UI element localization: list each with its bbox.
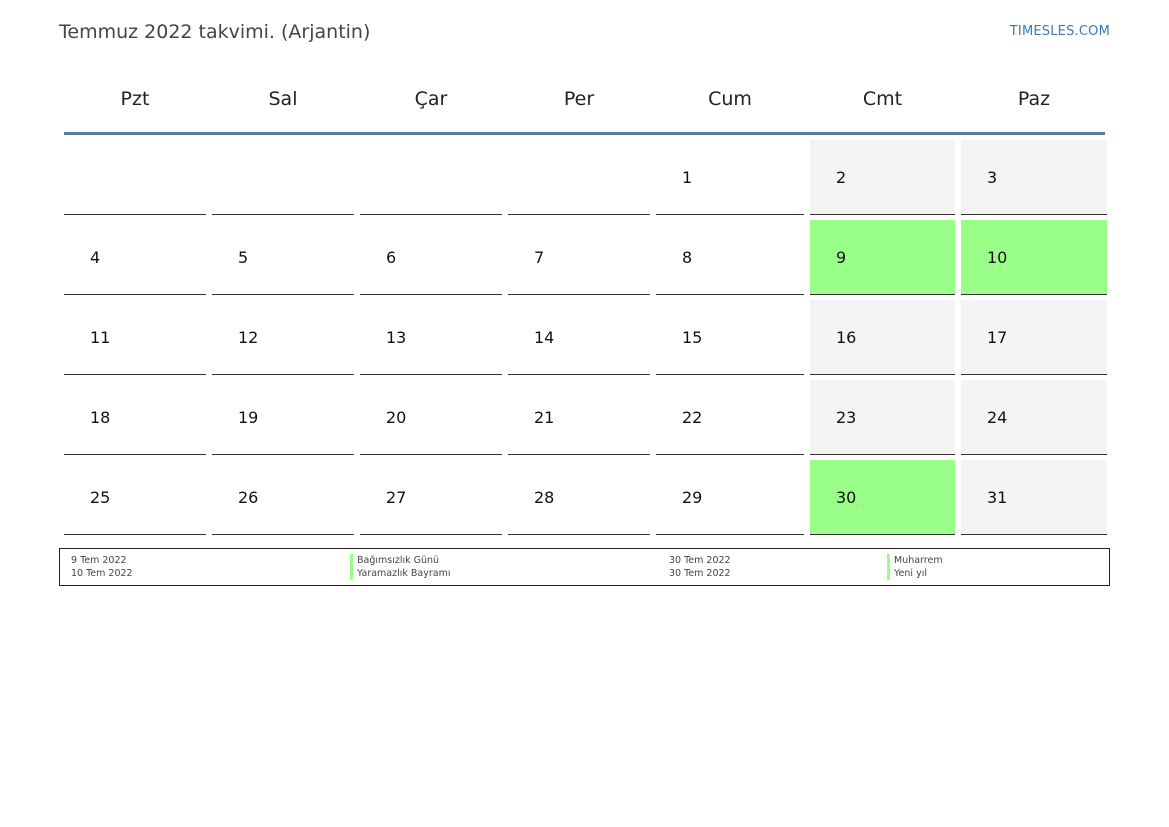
day-cell: 17: [961, 300, 1107, 375]
day-cell: 2: [810, 140, 955, 215]
day-cell: [64, 140, 206, 215]
legend-names-left: Bağımsızlık Günü Yaramazlık Bayramı: [350, 554, 451, 580]
legend-date: 30 Tem 2022: [669, 568, 731, 579]
calendar-grid: Pzt Sal Çar Per Cum Cmt Paz 1 2 3 4 5 6 …: [64, 80, 1107, 540]
day-number: 7: [534, 248, 545, 267]
day-cell: 8: [656, 220, 804, 295]
weekday-friday: Cum: [708, 88, 752, 110]
day-number: 21: [534, 408, 555, 427]
weekday-monday: Pzt: [120, 88, 150, 110]
day-number: 24: [987, 408, 1008, 427]
legend-names-right: Muharrem Yeni yıl: [887, 554, 943, 580]
day-cell: 21: [508, 380, 650, 455]
week-row: 18 19 20 21 22 23 24: [64, 380, 1107, 455]
day-cell: 14: [508, 300, 650, 375]
day-number: 13: [386, 328, 407, 347]
day-cell: 13: [360, 300, 502, 375]
legend-dates-left: 9 Tem 2022 10 Tem 2022: [71, 554, 133, 580]
day-cell: 9: [810, 220, 955, 295]
weekday-tuesday: Sal: [268, 88, 298, 110]
day-number: 8: [682, 248, 693, 267]
holiday-legend: 9 Tem 2022 10 Tem 2022 Bağımsızlık Günü …: [59, 548, 1110, 586]
day-number: 20: [386, 408, 407, 427]
weekday-saturday: Cmt: [862, 88, 903, 110]
day-cell: 23: [810, 380, 955, 455]
weekday-thursday: Per: [563, 88, 595, 110]
day-cell: 31: [961, 460, 1107, 535]
day-number: 1: [682, 168, 693, 187]
day-cell: 1: [656, 140, 804, 215]
day-cell: 28: [508, 460, 650, 535]
page-title: Temmuz 2022 takvimi. (Arjantin): [59, 21, 371, 43]
day-number: 23: [836, 408, 857, 427]
day-cell: [212, 140, 354, 215]
week-row: 4 5 6 7 8 9 10: [64, 220, 1107, 295]
day-cell: 5: [212, 220, 354, 295]
weekday-header-row: Pzt Sal Çar Per Cum Cmt Paz: [64, 80, 1105, 135]
day-cell: 18: [64, 380, 206, 455]
day-number: 3: [987, 168, 998, 187]
day-number: 15: [682, 328, 703, 347]
day-number: 6: [386, 248, 397, 267]
legend-date: 30 Tem 2022: [669, 555, 731, 566]
legend-holiday-name: Muharrem: [887, 554, 943, 567]
day-cell: 16: [810, 300, 955, 375]
legend-holiday-name: Yeni yıl: [887, 567, 943, 580]
legend-date: 10 Tem 2022: [71, 568, 133, 579]
day-number: 14: [534, 328, 555, 347]
week-row: 11 12 13 14 15 16 17: [64, 300, 1107, 375]
day-cell: 7: [508, 220, 650, 295]
week-row: 25 26 27 28 29 30 31: [64, 460, 1107, 535]
day-number: 28: [534, 488, 555, 507]
day-cell: 3: [961, 140, 1107, 215]
legend-holiday-name: Yaramazlık Bayramı: [350, 567, 451, 580]
week-row: 1 2 3: [64, 140, 1107, 215]
legend-dates-right: 30 Tem 2022 30 Tem 2022: [669, 554, 731, 580]
day-number: 10: [987, 248, 1008, 267]
day-cell: 4: [64, 220, 206, 295]
day-number: 17: [987, 328, 1008, 347]
day-number: 12: [238, 328, 259, 347]
day-cell: 19: [212, 380, 354, 455]
day-number: 18: [90, 408, 111, 427]
day-cell: 24: [961, 380, 1107, 455]
day-number: 29: [682, 488, 703, 507]
day-number: 5: [238, 248, 249, 267]
day-number: 26: [238, 488, 259, 507]
day-cell: [508, 140, 650, 215]
day-cell: 11: [64, 300, 206, 375]
day-number: 19: [238, 408, 259, 427]
day-number: 9: [836, 248, 847, 267]
day-number: 30: [836, 488, 857, 507]
weekday-wednesday: Çar: [414, 88, 448, 110]
weeks-container: 1 2 3 4 5 6 7 8 9 10 11 12 13 14 15 16 1…: [64, 140, 1107, 535]
day-cell: 12: [212, 300, 354, 375]
day-number: 31: [987, 488, 1008, 507]
day-cell: 26: [212, 460, 354, 535]
day-cell: 29: [656, 460, 804, 535]
day-number: 11: [90, 328, 111, 347]
day-number: 2: [836, 168, 847, 187]
day-cell: 6: [360, 220, 502, 295]
day-cell: 15: [656, 300, 804, 375]
day-cell: 30: [810, 460, 955, 535]
day-cell: 22: [656, 380, 804, 455]
day-cell: 27: [360, 460, 502, 535]
day-cell: 25: [64, 460, 206, 535]
day-number: 4: [90, 248, 101, 267]
day-number: 22: [682, 408, 703, 427]
legend-date: 9 Tem 2022: [71, 555, 127, 566]
day-cell: [360, 140, 502, 215]
day-number: 16: [836, 328, 857, 347]
day-number: 25: [90, 488, 111, 507]
weekday-sunday: Paz: [1017, 88, 1051, 110]
site-link[interactable]: TIMESLES.COM: [1009, 24, 1110, 39]
legend-holiday-name: Bağımsızlık Günü: [350, 554, 451, 567]
day-cell: 10: [961, 220, 1107, 295]
day-cell: 20: [360, 380, 502, 455]
day-number: 27: [386, 488, 407, 507]
